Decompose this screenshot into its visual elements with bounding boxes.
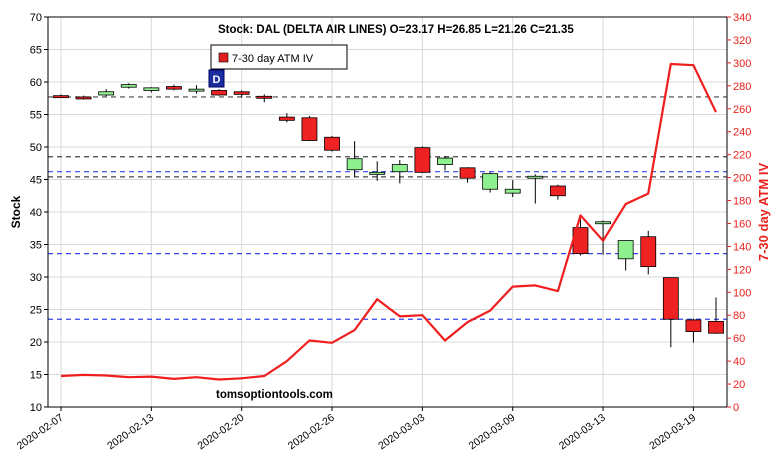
candle-body: [98, 91, 115, 96]
candle-body: [437, 157, 453, 165]
candle-body: [188, 88, 205, 92]
y-right-tick-label: 60: [733, 333, 745, 345]
candle-body: [233, 91, 250, 95]
candle-body: [211, 90, 228, 96]
candle-body: [75, 96, 92, 100]
y-left-tick-label: 65: [30, 45, 42, 57]
candle-body: [256, 95, 273, 99]
y-right-tick-label: 140: [733, 241, 751, 253]
y-left-tick-label: 30: [30, 272, 42, 284]
candle-body: [527, 175, 544, 179]
dividend-marker: D: [208, 69, 225, 88]
y-left-tick-label: 45: [30, 175, 42, 187]
y-right-tick-label: 320: [733, 35, 751, 47]
y-right-tick-label: 200: [733, 173, 751, 185]
y-left-tick-label: 25: [30, 305, 42, 317]
y-left-tick-label: 40: [30, 207, 42, 219]
y-right-tick-label: 300: [733, 58, 751, 70]
candle-body: [595, 221, 611, 225]
chart-title: Stock: DAL (DELTA AIR LINES) O=23.17 H=2…: [218, 24, 574, 36]
candle-body: [278, 116, 295, 121]
candle-body: [120, 84, 137, 88]
candle-body: [391, 164, 408, 173]
candle-body: [369, 171, 386, 175]
candle-body: [482, 173, 499, 190]
iv-line-layer: [60, 62, 717, 381]
y-left-tick-label: 15: [30, 370, 42, 382]
y-right-tick-label: 240: [733, 127, 751, 139]
candle-body: [685, 319, 702, 332]
y-right-tick-label: 340: [733, 12, 751, 24]
legend-swatch: [218, 52, 229, 63]
candle-body: [459, 167, 476, 179]
y-axis-right-label: 7-30 day ATM IV: [756, 163, 771, 262]
y-right-tick-label: 260: [733, 104, 751, 116]
y-right-tick-label: 20: [733, 379, 745, 391]
candle-body: [662, 277, 679, 320]
candle-body: [640, 236, 657, 267]
candle-body: [617, 240, 634, 260]
y-left-tick-label: 70: [30, 12, 42, 24]
y-left-tick-label: 55: [30, 110, 42, 122]
y-left-tick-label: 20: [30, 337, 42, 349]
iv-series-line: [60, 62, 717, 381]
dividend-marker-label: D: [213, 74, 221, 86]
candle-body: [549, 185, 566, 197]
y-axis-left-label: Stock: [9, 195, 23, 228]
y-right-tick-label: 0: [733, 402, 739, 414]
candle-body: [143, 87, 160, 91]
y-left-tick-label: 35: [30, 240, 42, 252]
candle-body: [708, 320, 724, 334]
y-right-tick-label: 160: [733, 218, 751, 230]
candle-body: [301, 117, 318, 141]
y-right-tick-label: 40: [733, 356, 745, 368]
candle-body: [414, 147, 431, 173]
y-right-tick-label: 120: [733, 264, 751, 276]
y-left-tick-label: 60: [30, 77, 42, 89]
y-right-tick-label: 180: [733, 196, 751, 208]
y-left-tick-label: 10: [30, 402, 42, 414]
candle-body: [346, 158, 363, 171]
candle-body: [166, 86, 182, 90]
legend-label: 7-30 day ATM IV: [232, 53, 314, 65]
legend: 7-30 day ATM IV: [210, 44, 348, 70]
y-right-tick-label: 220: [733, 150, 751, 162]
y-right-tick-label: 100: [733, 287, 751, 299]
watermark: tomsoptiontools.com: [216, 389, 333, 401]
candle-body: [324, 136, 340, 151]
candle-body: [504, 188, 521, 194]
y-right-tick-label: 280: [733, 81, 751, 93]
candle-layer: [53, 83, 724, 348]
y-left-tick-label: 50: [30, 142, 42, 154]
y-right-tick-label: 80: [733, 310, 745, 322]
candle-body: [53, 95, 69, 99]
